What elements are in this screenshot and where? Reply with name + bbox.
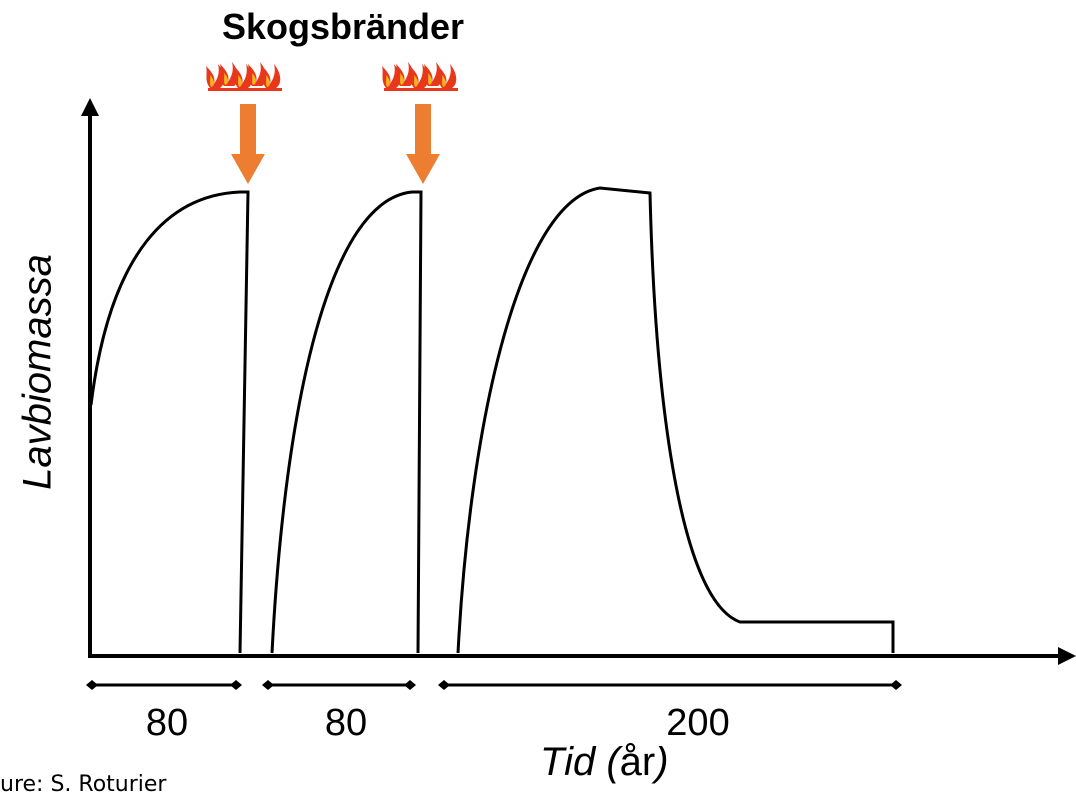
fire-arrow-1 xyxy=(231,104,265,184)
y-axis-arrowhead xyxy=(81,98,99,116)
interval-label-3: 200 xyxy=(666,702,730,744)
interval-label-1: 80 xyxy=(145,702,189,744)
x-axis-arrowhead xyxy=(1058,647,1076,665)
x-axis-label: Tid (år) xyxy=(540,740,669,785)
fire-icon xyxy=(206,62,282,91)
figure-credit: ure: S. Roturier xyxy=(0,772,167,797)
interval-bracket-1 xyxy=(86,680,242,690)
interval-bracket-3 xyxy=(438,680,902,690)
fire-arrow-2 xyxy=(406,104,440,184)
x-axis-label-close-paren: ) xyxy=(655,740,669,784)
interval-label-2: 80 xyxy=(324,702,368,744)
x-axis-label-open-paren: ( xyxy=(595,740,620,784)
biomass-curve-1 xyxy=(89,190,250,654)
fire-icon xyxy=(382,62,458,91)
x-axis-label-main: Tid xyxy=(540,740,596,784)
diagram-title: Skogsbränder xyxy=(222,6,465,47)
y-axis-label: Lavbiomassa xyxy=(15,254,60,490)
x-axis-label-unit: år xyxy=(619,740,656,784)
biomass-curve-3 xyxy=(456,186,895,654)
biomass-curve-2 xyxy=(270,190,423,654)
interval-bracket-2 xyxy=(262,680,416,690)
